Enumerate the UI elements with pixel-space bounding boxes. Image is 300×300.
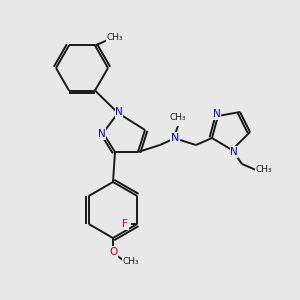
Text: CH₃: CH₃	[107, 33, 123, 42]
Text: F: F	[122, 219, 128, 229]
Text: N: N	[213, 109, 221, 119]
Text: CH₃: CH₃	[123, 257, 139, 266]
Text: CH₃: CH₃	[256, 166, 272, 175]
Text: N: N	[230, 147, 238, 157]
Text: N: N	[171, 133, 179, 143]
Text: N: N	[98, 129, 106, 139]
Text: O: O	[109, 247, 117, 257]
Text: CH₃: CH₃	[170, 113, 186, 122]
Text: N: N	[115, 107, 123, 117]
